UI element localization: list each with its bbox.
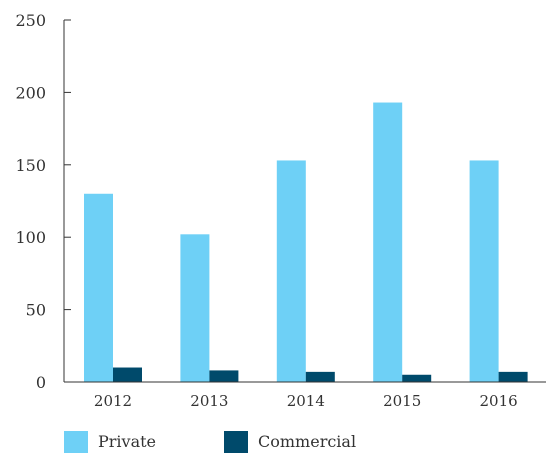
legend-item-commercial: Commercial: [224, 431, 356, 453]
bar-private-2016: [469, 160, 499, 382]
legend-item-private: Private: [64, 431, 156, 453]
bars-group: [84, 102, 528, 382]
x-tick-label-2016: 2016: [480, 392, 518, 410]
y-tick-label-200: 200: [15, 83, 46, 102]
x-tick-label-2014: 2014: [287, 392, 325, 410]
bar-commercial-2016: [498, 371, 528, 382]
bar-private-2015: [373, 102, 403, 382]
y-tick-label-50: 50: [26, 301, 46, 320]
x-tick-label-2013: 2013: [190, 392, 228, 410]
y-tick-label-100: 100: [15, 228, 46, 247]
bar-private-2012: [84, 193, 113, 382]
legend-label-private: Private: [98, 432, 157, 451]
bar-commercial-2015: [402, 374, 432, 382]
y-tick-label-250: 250: [15, 11, 46, 30]
bar-private-2014: [276, 160, 306, 382]
x-tick-label-2012: 2012: [94, 392, 132, 410]
legend-swatch-private: [64, 431, 88, 453]
bar-commercial-2012: [113, 367, 142, 382]
legend-swatch-commercial: [224, 431, 248, 453]
legend-label-commercial: Commercial: [258, 432, 357, 451]
bar-private-2013: [180, 234, 210, 382]
legend: Private Commercial: [64, 431, 544, 457]
y-tick-label-0: 0: [36, 373, 46, 392]
x-tick-label-2015: 2015: [383, 392, 421, 410]
bar-commercial-2013: [209, 370, 239, 382]
axes-group: 0 50 100 150 200 250 2012 2013 2014 2015 2016: [15, 11, 546, 410]
y-tick-label-150: 150: [15, 156, 46, 175]
bar-commercial-2014: [305, 371, 335, 382]
